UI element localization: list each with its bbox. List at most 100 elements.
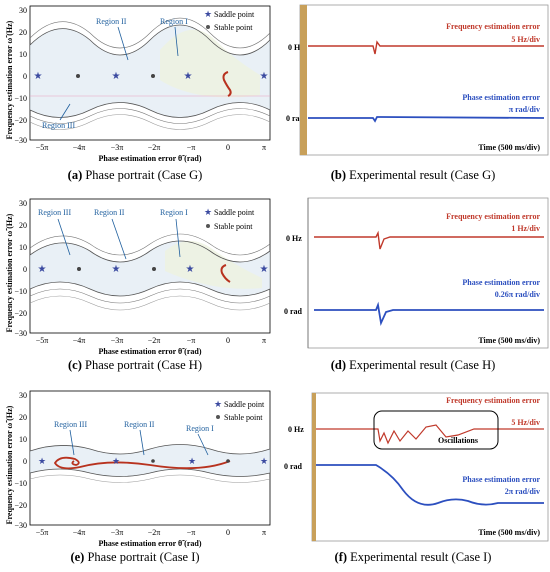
y-tick: 30 <box>19 6 27 15</box>
region-iii-label: Region III <box>38 208 71 217</box>
ch2-zero-label: 0 rad <box>284 307 303 316</box>
region-arrow <box>69 429 75 456</box>
x-tick: −2π <box>148 143 161 152</box>
caption-a: (a) Phase portrait (Case G) <box>0 168 270 183</box>
region-iii-label: Region III <box>42 121 75 130</box>
ch2-zero-label: 0 rad <box>284 462 303 471</box>
y-tick: 0 <box>23 72 27 81</box>
y-tick: −10 <box>14 479 27 488</box>
ch1-trace <box>316 424 544 445</box>
y-tick: 10 <box>19 435 27 444</box>
caption-c: (c) Phase portrait (Case H) <box>0 358 270 373</box>
region-i-label: Region I <box>186 424 214 433</box>
ch1-title: Frequency estimation error <box>446 212 540 221</box>
x-axis-label: Phase estimation error θ̃ (rad) <box>99 154 202 163</box>
region-i-fill <box>165 241 262 289</box>
oscillation-label: Oscillations <box>438 436 478 445</box>
scope-d: 0 Hz 0 rad Frequency estimation error 1 … <box>284 197 549 349</box>
ch1-trace <box>308 40 544 55</box>
x-tick: −2π <box>148 336 161 345</box>
y-tick: −10 <box>14 287 27 296</box>
y-tick: −20 <box>14 309 27 318</box>
y-axis-label: Frequency estimation error ω̃ (Hz) <box>5 20 14 139</box>
region-arrow <box>174 26 179 57</box>
x-tick: 0 <box>226 143 230 152</box>
x-tick: −4π <box>73 143 86 152</box>
scope-screen <box>311 392 549 542</box>
x-tick: π <box>262 143 266 152</box>
ch1-zero-label: 0 Hz <box>288 43 304 52</box>
legend-saddle-marker: ★ <box>214 399 222 409</box>
oscillation-box <box>373 410 499 450</box>
y-tick: 0 <box>23 265 27 274</box>
y-tick: 20 <box>19 413 27 422</box>
stable-point-marker <box>152 267 156 271</box>
scope-side-bar <box>300 5 307 155</box>
caption-text: Experimental result (Case I) <box>347 550 492 564</box>
separatrix-lower <box>29 102 271 118</box>
phase-portrait-c: Frequency estimation error ω̃ (Hz) ★ ★ ★… <box>5 198 271 356</box>
separatrix-fill <box>30 444 270 477</box>
separatrix-lower-2 <box>29 108 271 124</box>
ch1-zero-label: 0 Hz <box>286 234 302 243</box>
x-axis-label: Phase estimation error θ̃ (rad) <box>99 347 202 356</box>
caption-e: (e) Phase portrait (Case I) <box>0 550 270 565</box>
saddle-point-marker: ★ <box>184 71 193 82</box>
caption-letter: (c) <box>68 358 82 372</box>
caption-letter: (f) <box>334 550 348 564</box>
trajectory <box>220 264 231 283</box>
time-scale: Time (500 ms/div) <box>478 336 540 345</box>
saddle-point-marker: ★ <box>112 456 120 466</box>
panel-e: Frequency estimation error ω̃ (Hz) ★ ★ ★… <box>0 385 275 572</box>
legend-saddle-marker: ★ <box>204 207 212 217</box>
y-ticks: 30 20 10 0 −10 −20 −30 <box>14 6 27 145</box>
legend-stable-marker <box>216 415 220 419</box>
separatrix-lower-3 <box>29 114 271 130</box>
panel-f: 0 Hz 0 rad Oscillations Frequency estima… <box>278 385 550 572</box>
ch1-scale: 5 Hz/div <box>511 35 540 44</box>
x-tick: −4π <box>73 528 86 537</box>
caption-text: Phase portrait (Case I) <box>84 550 200 564</box>
y-tick: −30 <box>14 521 27 530</box>
legend-saddle-label: Saddle point <box>214 10 255 19</box>
region-i-label: Region I <box>160 17 188 26</box>
separatrix-lower <box>29 281 271 297</box>
x-tick: 0 <box>226 528 230 537</box>
trajectory <box>222 71 232 97</box>
y-axis-label: Frequency estimation error ω̃ (Hz) <box>5 213 14 332</box>
y-ticks: 30 20 10 0 −10 −20 −30 <box>14 199 27 338</box>
stable-point-marker <box>77 267 81 271</box>
caption-letter: (e) <box>70 550 85 564</box>
x-ticks: −5π −4π −3π −2π −π 0 π <box>36 528 266 537</box>
ch1-trace <box>314 230 544 250</box>
y-tick: −30 <box>14 329 27 338</box>
time-scale: Time (500 ms/div) <box>478 143 540 152</box>
caption-text: Phase portrait (Case G) <box>82 168 203 182</box>
separatrix-lower-2 <box>29 474 271 483</box>
x-tick: −2π <box>148 528 161 537</box>
y-tick: −10 <box>14 94 27 103</box>
region-arrow <box>139 429 145 456</box>
caption-text: Experimental result (Case H) <box>346 358 496 372</box>
time-scale: Time (500 ms/div) <box>478 528 540 537</box>
region-iii-label: Region III <box>54 420 87 429</box>
x-tick: −3π <box>111 143 124 152</box>
ch2-trace <box>308 116 545 123</box>
legend-stable-label: Stable point <box>224 413 263 422</box>
stable-point-marker <box>226 459 230 463</box>
separatrix-upper-2 <box>29 233 271 256</box>
legend-saddle-label: Saddle point <box>214 208 255 217</box>
x-tick: 0 <box>226 336 230 345</box>
x-tick: −3π <box>111 336 124 345</box>
ch2-scale: π rad/div <box>509 105 540 114</box>
saddle-point-marker: ★ <box>112 71 121 82</box>
saddle-point-marker: ★ <box>186 264 195 275</box>
ch2-title: Phase estimation error <box>462 278 540 287</box>
region-ii-label: Region II <box>124 420 155 429</box>
phase-portrait-a: Frequency estimation error ω̃ (Hz) ★ ★ ★… <box>5 5 271 163</box>
y-tick: 20 <box>19 221 27 230</box>
caption-text: Experimental result (Case G) <box>346 168 496 182</box>
x-tick: π <box>262 528 266 537</box>
x-tick: π <box>262 336 266 345</box>
caption-text: Phase portrait (Case H) <box>81 358 202 372</box>
